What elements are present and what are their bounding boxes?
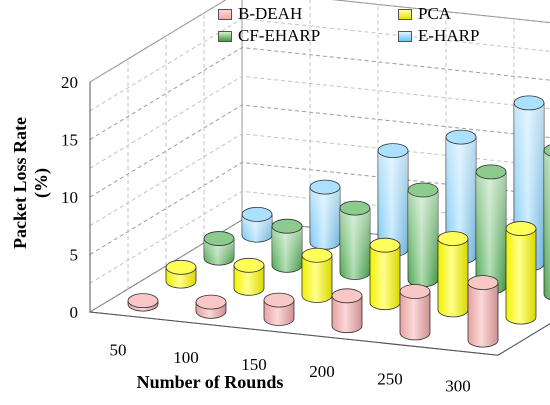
bar-cf-eharp-50 — [203, 231, 235, 266]
bar-top — [437, 231, 469, 247]
bar-shade — [544, 150, 550, 300]
y-tick-label: 15 — [61, 131, 78, 150]
bar-b-deah-100 — [195, 294, 227, 319]
bar-top — [165, 259, 197, 275]
legend-swatch-pca — [398, 8, 412, 20]
legend-item-cf-eharp: CF-EHARP — [218, 26, 320, 46]
bar-top — [263, 292, 295, 308]
bar-b-deah-300 — [467, 275, 499, 348]
bar-pca-150 — [301, 247, 333, 303]
bar-b-deah-250 — [399, 284, 431, 341]
bar-pca-100 — [233, 257, 265, 296]
x-axis-ticks: 50 100 150 200 250 300 — [89, 82, 550, 396]
x-tick-label: 150 — [241, 355, 267, 374]
gridline — [89, 46, 550, 140]
bar-shade — [378, 150, 408, 257]
x-tick-label: 200 — [309, 362, 335, 381]
y-tick-label: 10 — [61, 188, 78, 207]
bar-pca-50 — [165, 259, 197, 289]
bar-shade — [506, 228, 536, 325]
x-tick-label: 300 — [445, 377, 471, 396]
legend-label-cf-eharp: CF-EHARP — [238, 26, 321, 45]
legend-item-pca: PCA — [398, 4, 451, 24]
bar-pca-300 — [505, 221, 537, 325]
bar-pca-250 — [437, 231, 469, 318]
bar-top — [339, 200, 371, 216]
bar-top — [233, 257, 265, 273]
bar-cf-eharp-100 — [271, 218, 303, 273]
y-axis-label: Packet Loss Rate (%) — [10, 117, 51, 249]
bar-top — [127, 293, 159, 309]
bar-b-deah-150 — [263, 292, 295, 326]
bar-shade — [332, 295, 362, 333]
x-axis-label: Number of Rounds — [136, 372, 284, 392]
bar-shade — [340, 208, 370, 280]
bar-shade — [242, 214, 272, 243]
gridline — [89, 0, 550, 83]
legend-label-pca: PCA — [418, 4, 452, 23]
bar-top — [301, 247, 333, 263]
bar-top — [445, 129, 477, 145]
bar-top — [203, 231, 235, 246]
bar-shade — [302, 255, 332, 303]
legend-swatch-cf-eharp — [218, 30, 232, 42]
y-tick-label: 5 — [70, 246, 79, 265]
x-tick-label: 250 — [377, 369, 403, 388]
bar-top — [241, 206, 273, 222]
bar-cf-eharp-250 — [475, 164, 507, 295]
bar-b-deah-50 — [127, 293, 159, 312]
bar-cf-eharp-150 — [339, 200, 371, 280]
legend-swatch-e-harp — [398, 30, 412, 42]
y-tick-label: 20 — [61, 73, 78, 92]
bar-shade — [234, 265, 264, 296]
bar-top — [475, 164, 507, 180]
bar-top — [513, 95, 545, 111]
x-tick-label: 50 — [110, 341, 127, 360]
bar-shade — [204, 238, 234, 266]
y-axis-ticks: 0 5 10 15 20 — [61, 73, 78, 322]
bar-shade — [370, 245, 400, 310]
legend-item-e-harp: E-HARP — [398, 26, 479, 46]
bar-cf-eharp-300 — [543, 144, 550, 301]
bar-shade — [272, 226, 302, 273]
x-axis-line — [89, 311, 499, 356]
bar-b-deah-200 — [331, 288, 363, 334]
y-tick-label: 0 — [70, 303, 79, 322]
bar-top — [271, 218, 303, 234]
bar-shade — [468, 282, 498, 348]
bar-top — [331, 288, 363, 304]
bars-layer — [127, 95, 550, 348]
legend-label-b-deah: B-DEAH — [238, 4, 303, 23]
bar-shade — [408, 190, 438, 287]
bar-top — [467, 275, 499, 291]
bar-shade — [400, 291, 430, 340]
x-tick-label: 100 — [173, 348, 199, 367]
bar-cf-eharp-200 — [407, 182, 439, 288]
bar-shade — [310, 187, 340, 250]
bar-top — [399, 284, 431, 299]
bar-top — [505, 221, 537, 236]
legend-swatch-b-deah — [218, 8, 232, 20]
bar-pca-200 — [369, 237, 401, 311]
bar-top — [309, 179, 341, 195]
bar-e-harp-100 — [309, 179, 341, 250]
legend-item-b-deah: B-DEAH — [218, 4, 302, 24]
bar-top — [377, 143, 409, 159]
bar-top — [195, 294, 227, 310]
bar-top — [407, 182, 439, 198]
bar-top — [369, 237, 401, 253]
bar-e-harp-50 — [241, 206, 273, 243]
depth-axis-line — [497, 323, 550, 356]
bar-top — [543, 144, 550, 157]
bar-shade — [438, 238, 468, 317]
bar-shade — [476, 171, 506, 294]
bar-e-harp-150 — [377, 143, 409, 257]
legend: B-DEAH PCA CF-EHARP E-HARP — [218, 2, 548, 46]
legend-label-e-harp: E-HARP — [418, 26, 480, 45]
gridline — [89, 18, 550, 112]
